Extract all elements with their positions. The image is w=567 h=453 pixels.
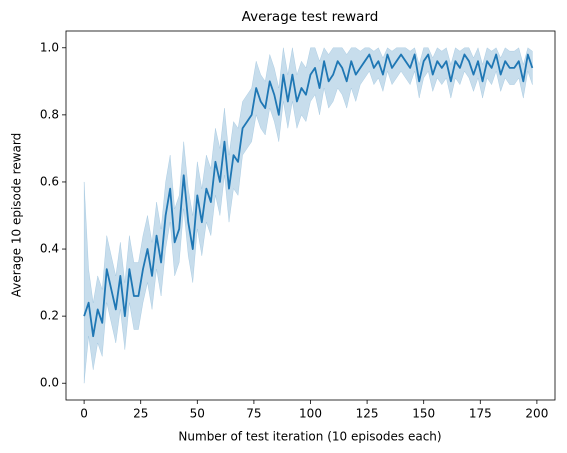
x-axis-label: Number of test iteration (10 episodes ea…	[178, 430, 441, 444]
y-axis-label: Average 10 episode reward	[10, 133, 24, 297]
x-tick-label: 0	[80, 407, 88, 421]
x-tick-label: 200	[525, 407, 548, 421]
x-tick-label: 25	[133, 407, 148, 421]
x-tick-label: 175	[469, 407, 492, 421]
chart-title: Average test reward	[242, 9, 379, 25]
y-tick-label: 0.4	[40, 242, 59, 256]
plot-frame	[65, 30, 556, 401]
x-tick-label: 50	[190, 407, 205, 421]
confidence-band	[83, 47, 533, 384]
y-tick-label: 1.0	[40, 40, 59, 54]
x-tick-label: 100	[299, 407, 322, 421]
x-tick-label: 150	[412, 407, 435, 421]
x-tick-label: 125	[356, 407, 379, 421]
y-tick-label: 0.6	[40, 174, 59, 188]
x-tick-label: 75	[246, 407, 261, 421]
mean-line	[83, 53, 534, 338]
y-tick-label: 0.0	[40, 376, 59, 390]
y-tick-label: 0.8	[40, 107, 59, 121]
y-tick-label: 0.2	[40, 309, 59, 323]
